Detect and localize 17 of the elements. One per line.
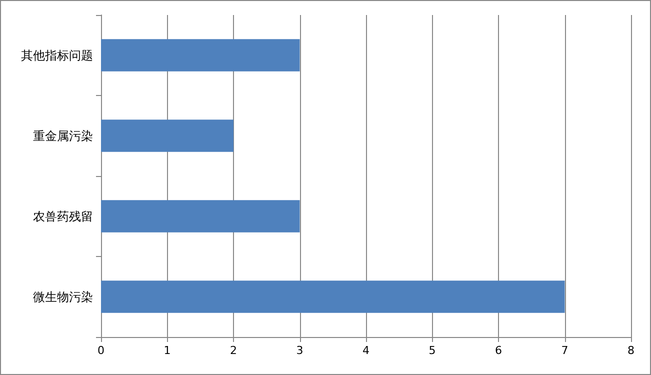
x-tick-label: 4	[362, 344, 370, 357]
x-tick-label: 1	[164, 344, 171, 357]
bar	[101, 280, 565, 313]
y-tick-label: 重金属污染	[33, 128, 93, 143]
y-tick-label: 微生物污染	[33, 290, 93, 304]
y-tick-label: 农兽药残留	[33, 209, 93, 224]
x-tick-label: 0	[98, 344, 104, 357]
bar	[101, 200, 300, 232]
x-tick-label: 2	[230, 344, 237, 357]
bar	[101, 39, 300, 72]
y-tick-label: 其他指标问题	[21, 48, 93, 62]
x-tick-label: 3	[296, 344, 304, 357]
x-tick-label: 5	[428, 344, 436, 357]
x-tick-label: 7	[561, 344, 568, 357]
x-tick-label: 6	[495, 344, 502, 357]
x-tick-label: 8	[628, 344, 634, 357]
bar	[101, 120, 234, 152]
